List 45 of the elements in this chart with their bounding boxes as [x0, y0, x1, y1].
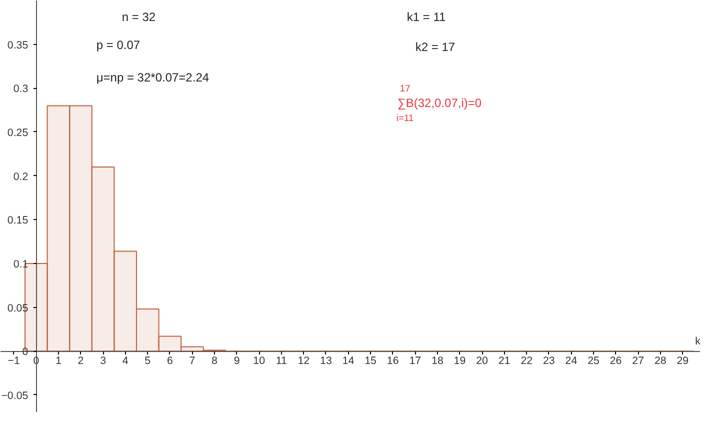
x-tick-label: 2: [78, 355, 84, 368]
x-tick-label: 5: [144, 355, 151, 368]
x-tick-label: 9: [234, 355, 240, 368]
y-tick-label: 0.1: [13, 258, 28, 270]
x-tick-label: 22: [520, 355, 533, 368]
x-tick-label: 1: [56, 355, 62, 368]
annotation: ∑B(32,0.07,i)=0: [397, 96, 482, 110]
x-tick-label: 19: [454, 355, 466, 368]
x-tick-label: −1: [8, 355, 20, 368]
annotation: p = 0.07: [96, 38, 140, 52]
x-tick-label: 29: [676, 355, 689, 368]
annotation: 17: [400, 84, 410, 94]
y-tick-label: 0.3: [13, 83, 28, 96]
y-tick-label: 0.35: [7, 39, 28, 52]
x-tick-label: 25: [588, 355, 600, 368]
x-tick-label: 10: [253, 355, 266, 368]
x-tick-label: 27: [632, 355, 644, 368]
x-tick-label: 18: [432, 355, 444, 368]
y-tick-label: −0.05: [1, 390, 28, 402]
x-tick-label: 28: [654, 355, 666, 368]
x-tick-label: 23: [542, 355, 555, 368]
x-tick-label: 14: [342, 355, 354, 368]
x-tick-label: 11: [276, 355, 287, 368]
x-tick-label: 15: [364, 355, 377, 368]
annotation: n = 32: [122, 10, 156, 24]
x-tick-label: 7: [189, 355, 196, 368]
y-tick-label: 0.15: [7, 214, 28, 227]
x-tick-label: 20: [476, 355, 488, 368]
x-tick-label: 21: [498, 355, 510, 368]
x-tick-label: 4: [122, 355, 128, 368]
x-tick-label: 6: [166, 355, 173, 368]
annotation: μ=np = 32*0.07=2.24: [96, 70, 210, 85]
annotation: k2 = 17: [415, 40, 456, 54]
y-tick-label: 0.25: [7, 126, 28, 139]
x-tick-label: 13: [320, 355, 332, 368]
y-tick-label: 0.2: [13, 170, 28, 183]
x-tick-label: 16: [386, 355, 399, 368]
annotation: i=11: [396, 112, 414, 123]
x-tick-label: 8: [212, 355, 218, 368]
x-tick-label: 12: [298, 355, 310, 368]
x-tick-label: 24: [565, 355, 578, 368]
x-tick-label: 17: [409, 355, 422, 368]
x-tick-label: 26: [610, 355, 622, 368]
x-tick-label: 3: [100, 355, 106, 368]
annotation: k1 = 11: [406, 10, 446, 24]
